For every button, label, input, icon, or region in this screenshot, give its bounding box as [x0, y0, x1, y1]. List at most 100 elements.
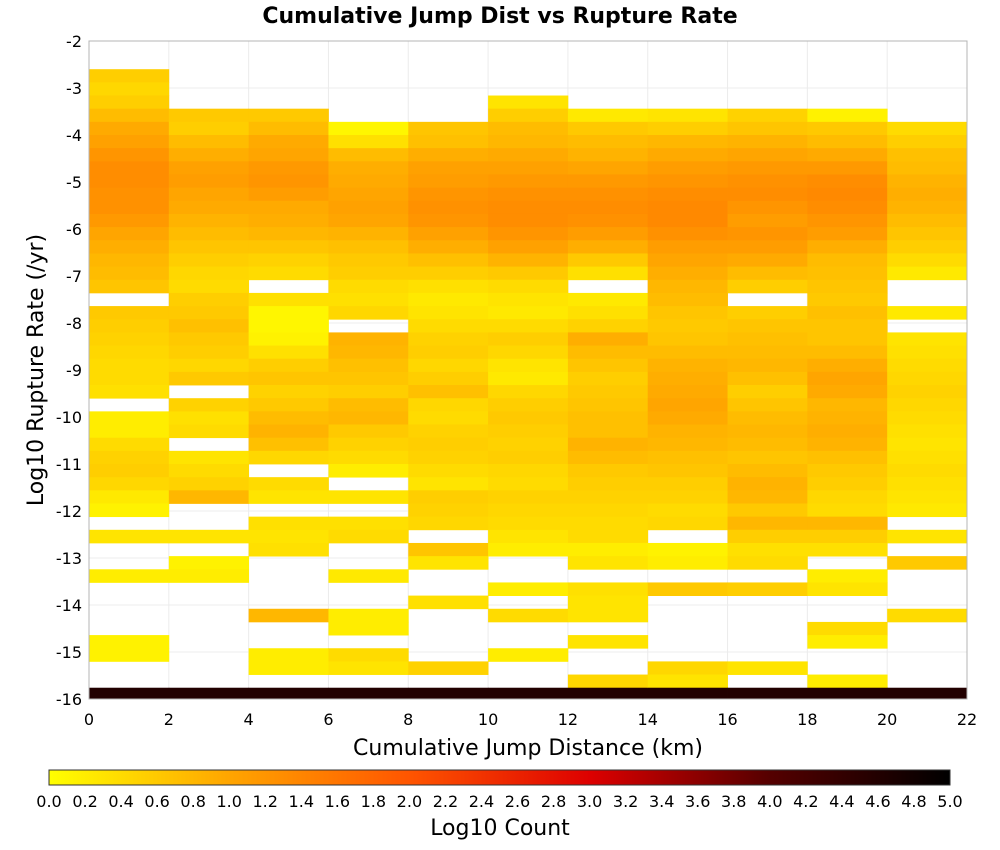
heatmap-cell	[328, 174, 409, 189]
heatmap-cell	[567, 595, 649, 610]
heatmap-cell	[647, 187, 728, 202]
heatmap-cell	[567, 148, 649, 162]
plot-border	[88, 40, 968, 700]
heatmap-cell	[408, 490, 489, 504]
colorbar-tick-label: 4.2	[793, 792, 818, 811]
heatmap-cell	[248, 292, 329, 307]
heatmap-cell	[807, 437, 888, 452]
heatmap-cell	[248, 490, 329, 504]
heatmap-cell	[168, 477, 250, 491]
heatmap-cell	[89, 569, 170, 583]
colorbar-tick-label: 2.6	[505, 792, 530, 811]
heatmap-cell	[89, 161, 170, 175]
heatmap-cell	[248, 213, 329, 228]
heatmap-cell	[488, 608, 569, 623]
heatmap-cell	[408, 450, 489, 465]
heatmap-cell	[727, 687, 808, 700]
heatmap-cell	[567, 213, 649, 228]
heatmap-cell	[727, 529, 808, 544]
heatmap-cell	[89, 253, 170, 267]
heatmap-cell	[408, 227, 489, 241]
heatmap-cell	[89, 503, 170, 518]
heatmap-cell	[647, 306, 728, 320]
heatmap-cell	[168, 227, 250, 241]
heatmap-cell	[488, 319, 569, 333]
heatmap-cell	[248, 227, 329, 241]
heatmap-cell	[567, 200, 649, 215]
x-tick-label: 10	[478, 710, 498, 729]
heatmap-cell	[807, 161, 888, 175]
heatmap-cell	[887, 503, 968, 518]
heatmap-cell	[647, 266, 728, 281]
heatmap-cell	[168, 306, 250, 320]
heatmap-cell	[727, 213, 808, 228]
heatmap-cell	[887, 253, 968, 267]
colorbar	[48, 769, 951, 786]
heatmap-cell	[567, 292, 649, 307]
heatmap-cells	[89, 69, 968, 700]
heatmap-cell	[807, 240, 888, 254]
heatmap-cell	[488, 529, 569, 544]
heatmap-cell	[328, 450, 409, 465]
y-tick-label: -12	[56, 502, 82, 521]
heatmap-cell	[168, 253, 250, 267]
heatmap-cell	[168, 135, 250, 149]
heatmap-cell	[727, 358, 808, 373]
heatmap-cell	[328, 135, 409, 149]
colorbar-tick-label: 3.8	[721, 792, 746, 811]
colorbar-tick-label: 3.2	[613, 792, 638, 811]
heatmap-cell	[647, 385, 728, 399]
heatmap-cell	[328, 161, 409, 175]
heatmap-cell	[168, 371, 250, 386]
heatmap-cell	[567, 161, 649, 175]
heatmap-cell	[807, 582, 888, 596]
heatmap-cell	[567, 345, 649, 360]
heatmap-cell	[248, 648, 329, 662]
heatmap-cell	[887, 306, 968, 320]
heatmap-cell	[647, 135, 728, 149]
heatmap-cell	[328, 464, 409, 478]
heatmap-cell	[647, 332, 728, 346]
heatmap-cell	[807, 306, 888, 320]
heatmap-cell	[727, 161, 808, 175]
heatmap-cell	[887, 687, 968, 700]
heatmap-cell	[328, 621, 409, 636]
heatmap-cell	[488, 253, 569, 267]
colorbar-label: Log10 Count	[430, 816, 570, 841]
heatmap-cell	[168, 148, 250, 162]
heatmap-cell	[807, 385, 888, 399]
heatmap-cell	[727, 385, 808, 399]
heatmap-cell	[567, 556, 649, 570]
heatmap-cell	[89, 108, 170, 123]
heatmap-cell	[328, 187, 409, 202]
heatmap-cell	[488, 398, 569, 412]
heatmap-cell	[168, 464, 250, 478]
heatmap-cell	[328, 516, 409, 531]
heatmap-cell	[89, 371, 170, 386]
heatmap-cell	[567, 108, 649, 123]
heatmap-cell	[89, 121, 170, 136]
heatmap-cell	[807, 253, 888, 267]
heatmap-cell	[408, 292, 489, 307]
heatmap-cell	[408, 148, 489, 162]
colorbar-tick-label: 1.2	[253, 792, 278, 811]
heatmap-cell	[727, 542, 808, 557]
heatmap-cell	[887, 148, 968, 162]
heatmap-cell	[807, 345, 888, 360]
heatmap-cell	[727, 279, 808, 294]
heatmap-cell	[727, 332, 808, 346]
heatmap-cell	[89, 635, 170, 649]
x-tick-label: 18	[797, 710, 817, 729]
heatmap-cell	[408, 385, 489, 399]
y-tick-label: -11	[56, 455, 82, 474]
heatmap-cell	[328, 213, 409, 228]
colorbar-tick-label: 1.6	[325, 792, 350, 811]
heatmap-cell	[567, 371, 649, 386]
heatmap-cell	[168, 556, 250, 570]
heatmap-cell	[89, 279, 170, 294]
heatmap-cell	[727, 464, 808, 478]
heatmap-cell	[727, 516, 808, 531]
heatmap-cell	[168, 332, 250, 346]
heatmap-cell	[727, 661, 808, 675]
heatmap-cell	[567, 516, 649, 531]
